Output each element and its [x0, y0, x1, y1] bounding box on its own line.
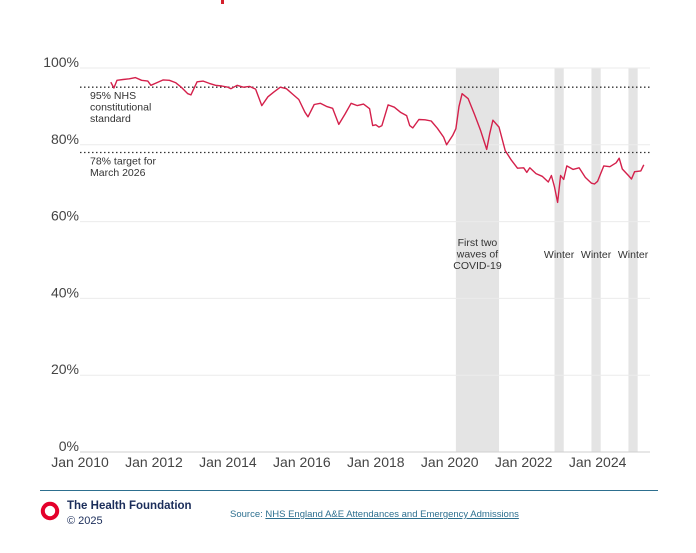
header-accent-mark [221, 0, 224, 4]
period-label-0-line-1: waves of [456, 249, 499, 261]
x-tick-label-6: Jan 2022 [495, 454, 553, 470]
y-tick-label-5: 100% [43, 54, 79, 70]
x-axis-ticks: Jan 2010 Jan 2012 Jan 2014 Jan 2016 Jan 2018… [51, 454, 626, 470]
source-note: Source: NHS England A&E Attendances and … [230, 509, 519, 520]
reference-label-0-line-1: constitutional [90, 102, 151, 114]
shaded-period-1 [554, 68, 564, 452]
reference-label-1: 78% target for March 2026 [90, 155, 156, 179]
source-prefix: Source: [230, 509, 266, 520]
period-label-3-line-0: Winter [618, 249, 649, 261]
health-foundation-logo-icon [40, 501, 60, 521]
y-tick-label-2: 40% [51, 284, 79, 300]
shaded-period-2 [591, 68, 601, 452]
reference-lines [80, 86, 650, 154]
series-line-0 [110, 76, 645, 204]
period-label-0: First two waves of COVID-19 [453, 237, 502, 272]
footer: The Health Foundation © 2025 Source: NHS… [0, 486, 658, 553]
annotations: 95% NHS constitutional standard 78% target … [90, 90, 649, 272]
x-tick-label-3: Jan 2016 [273, 454, 331, 470]
x-tick-label-7: Jan 2024 [569, 454, 627, 470]
line-chart: 0%20%40%60%80%100% Jan 2010 Jan 2012 Jan 2… [43, 54, 650, 470]
period-label-3: Winter [618, 249, 649, 261]
reference-label-1-line-1: March 2026 [90, 167, 146, 179]
y-tick-label-4: 80% [51, 131, 79, 147]
period-label-2: Winter [581, 249, 612, 261]
source-link[interactable]: NHS England A&E Attendances and Emergenc… [265, 509, 519, 520]
series-layer [110, 76, 645, 204]
shaded-period-3 [628, 68, 638, 452]
x-tick-label-0: Jan 2010 [51, 454, 109, 470]
period-label-0-line-2: COVID-19 [453, 260, 502, 272]
reference-label-1-line-0: 78% target for [90, 155, 156, 167]
shaded-period-0 [455, 68, 500, 452]
x-tick-label-1: Jan 2012 [125, 454, 183, 470]
period-label-0-line-0: First two [458, 237, 498, 249]
period-label-2-line-0: Winter [581, 249, 612, 261]
x-tick-label-2: Jan 2014 [199, 454, 257, 470]
shaded-periods [455, 68, 638, 452]
y-tick-label-1: 20% [51, 361, 79, 377]
footer-divider [40, 490, 658, 491]
gridlines [80, 67, 650, 453]
organisation-name: The Health Foundation [67, 500, 192, 512]
reference-label-0-line-0: 95% NHS [90, 90, 136, 102]
y-tick-label-3: 60% [51, 208, 79, 224]
copyright: © 2025 [67, 515, 103, 527]
y-tick-label-0: 0% [59, 438, 79, 454]
period-label-1-line-0: Winter [544, 249, 575, 261]
y-axis-ticks: 0% 20% 40% 60% 80% 100% [43, 54, 79, 454]
reference-label-0: 95% NHS constitutional standard [90, 90, 151, 125]
period-label-1: Winter [544, 249, 575, 261]
x-tick-label-5: Jan 2020 [421, 454, 479, 470]
reference-label-0-line-2: standard [90, 113, 131, 125]
x-tick-label-4: Jan 2018 [347, 454, 405, 470]
